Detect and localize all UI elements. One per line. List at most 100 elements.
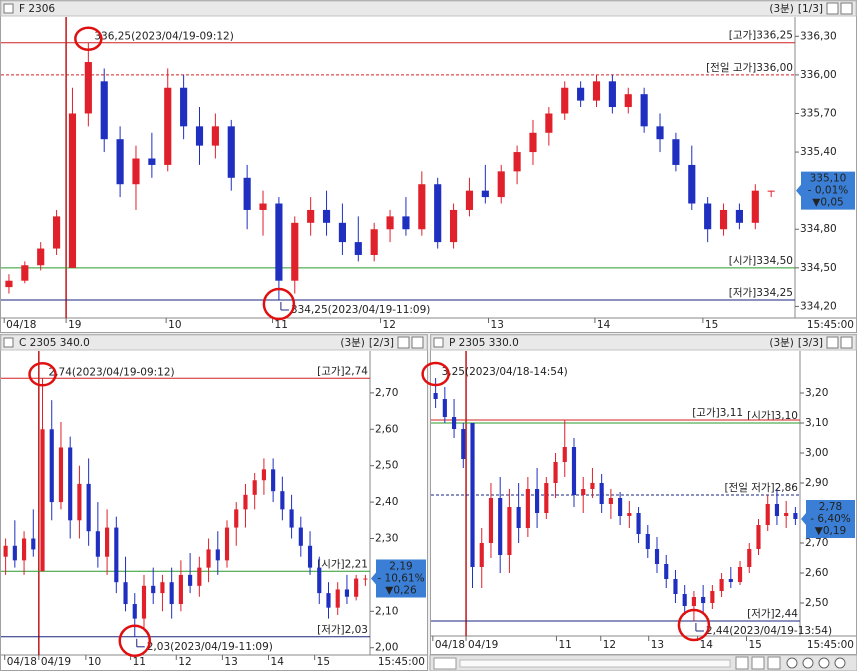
y-tick-label: 334,20 bbox=[800, 300, 837, 312]
change-percent: - 6,40% bbox=[810, 513, 851, 525]
candle-body bbox=[261, 469, 266, 481]
candle-body bbox=[335, 589, 340, 608]
x-tick-label: 12 bbox=[603, 639, 616, 651]
candle-body bbox=[571, 447, 577, 495]
highlight-circle bbox=[262, 287, 296, 321]
candle-body bbox=[206, 549, 211, 568]
chart-title: P 2305 330.0 bbox=[449, 337, 519, 349]
y-tick-label: 3,20 bbox=[805, 387, 828, 399]
y-tick-label: 2,60 bbox=[805, 567, 828, 579]
x-tick-label: 15 bbox=[705, 319, 718, 331]
candle-body bbox=[507, 507, 512, 555]
candle-body bbox=[31, 538, 36, 550]
candle-body bbox=[95, 531, 100, 557]
candle-body bbox=[735, 209, 743, 223]
scrollbar[interactable] bbox=[459, 659, 731, 668]
interval: (3분) bbox=[340, 337, 365, 349]
checkbox[interactable] bbox=[433, 337, 444, 348]
page-indicator: [2/3] bbox=[369, 337, 394, 349]
candle-body bbox=[465, 190, 474, 210]
candle-body bbox=[624, 94, 632, 108]
candle-body bbox=[627, 513, 632, 516]
candle-body bbox=[673, 579, 678, 594]
x-tick-label: 13 bbox=[224, 656, 237, 668]
close-button[interactable] bbox=[840, 2, 853, 15]
extreme-label: 334,25(2023/04/19-11:09) bbox=[291, 304, 431, 316]
zoom-out[interactable] bbox=[802, 657, 814, 669]
highlight-circle bbox=[74, 26, 103, 51]
settings[interactable] bbox=[834, 657, 846, 669]
checkbox[interactable] bbox=[3, 337, 14, 348]
x-tick-label: 11 bbox=[558, 639, 571, 651]
candle-body bbox=[535, 489, 540, 513]
candle-body bbox=[728, 579, 733, 582]
candle-body bbox=[280, 491, 285, 510]
y-tick-label: 2,40 bbox=[375, 496, 398, 508]
candle-body bbox=[451, 417, 457, 429]
candle-body bbox=[298, 527, 303, 546]
candle-body bbox=[164, 87, 172, 165]
candle-body bbox=[275, 203, 283, 281]
candle-body bbox=[243, 494, 248, 510]
reference-label: [전일 저가]2,86 bbox=[724, 481, 798, 494]
y-tick-label: 2,70 bbox=[805, 537, 828, 549]
candle-body bbox=[481, 190, 489, 198]
x-tick-label: 13 bbox=[491, 319, 504, 331]
extreme-label: 2,44(2023/04/19-13:54) bbox=[706, 625, 832, 637]
candle-body bbox=[354, 578, 359, 597]
reference-label: [저가]2,44 bbox=[747, 608, 798, 620]
zoom-in[interactable] bbox=[786, 657, 798, 669]
y-tick-label: 336,30 bbox=[800, 30, 837, 42]
candle-body bbox=[434, 184, 442, 243]
candle-body bbox=[215, 549, 220, 561]
reference-label: [시가]3,10 bbox=[747, 410, 798, 422]
last-price: 2,19 bbox=[389, 561, 412, 573]
close-button[interactable] bbox=[411, 336, 424, 349]
candle-body bbox=[132, 604, 137, 619]
zoom-reset[interactable] bbox=[818, 657, 830, 669]
highlight-circle bbox=[421, 361, 450, 387]
stop-button[interactable] bbox=[751, 656, 765, 670]
highlight-circle bbox=[28, 362, 57, 387]
candle-body bbox=[100, 81, 108, 140]
window-button[interactable] bbox=[826, 336, 839, 349]
x-tick-label: 14 bbox=[597, 319, 611, 331]
x-tick-label: 04/18 bbox=[6, 319, 36, 331]
window-button[interactable] bbox=[397, 336, 410, 349]
last-price-box bbox=[796, 171, 855, 210]
title-bar bbox=[0, 334, 428, 351]
x-tick-label: 04/19 bbox=[468, 639, 498, 651]
candle-body bbox=[386, 216, 394, 230]
close-button[interactable] bbox=[840, 336, 853, 349]
y-tick-label: 2,00 bbox=[375, 642, 398, 654]
candle-body bbox=[479, 543, 484, 567]
candle-body bbox=[656, 126, 664, 140]
candle-body bbox=[577, 87, 585, 101]
candle-body bbox=[116, 139, 124, 185]
candle-body bbox=[608, 81, 616, 108]
window-button[interactable] bbox=[826, 2, 839, 15]
next-button[interactable] bbox=[767, 656, 781, 670]
chart-title: F 2306 bbox=[19, 3, 55, 15]
scroll-button[interactable] bbox=[433, 657, 457, 670]
reference-label: [고가]3,11 bbox=[692, 407, 743, 419]
candle-body bbox=[784, 513, 789, 516]
y-tick-label: 2,50 bbox=[375, 460, 398, 472]
x-end-label: 15:45:00 bbox=[807, 639, 854, 651]
checkbox[interactable] bbox=[3, 3, 14, 14]
extreme-label: 336,25(2023/04/19-09:12) bbox=[94, 31, 234, 43]
x-tick-label: 15 bbox=[748, 639, 761, 651]
x-tick-label: 04/18 bbox=[7, 656, 37, 668]
candle-body bbox=[188, 574, 193, 586]
last-price: 2,78 bbox=[819, 501, 842, 513]
y-tick-label: 334,50 bbox=[800, 262, 837, 274]
prev-button[interactable] bbox=[735, 656, 749, 670]
extreme-label: 2,74(2023/04/19-09:12) bbox=[49, 366, 175, 378]
candle-body bbox=[719, 579, 724, 591]
candle-body bbox=[497, 171, 505, 198]
candle-body bbox=[704, 203, 712, 230]
reference-label: [전일 고가]336,00 bbox=[706, 61, 793, 74]
candle-body bbox=[599, 483, 604, 504]
highlight-circle bbox=[677, 608, 711, 642]
